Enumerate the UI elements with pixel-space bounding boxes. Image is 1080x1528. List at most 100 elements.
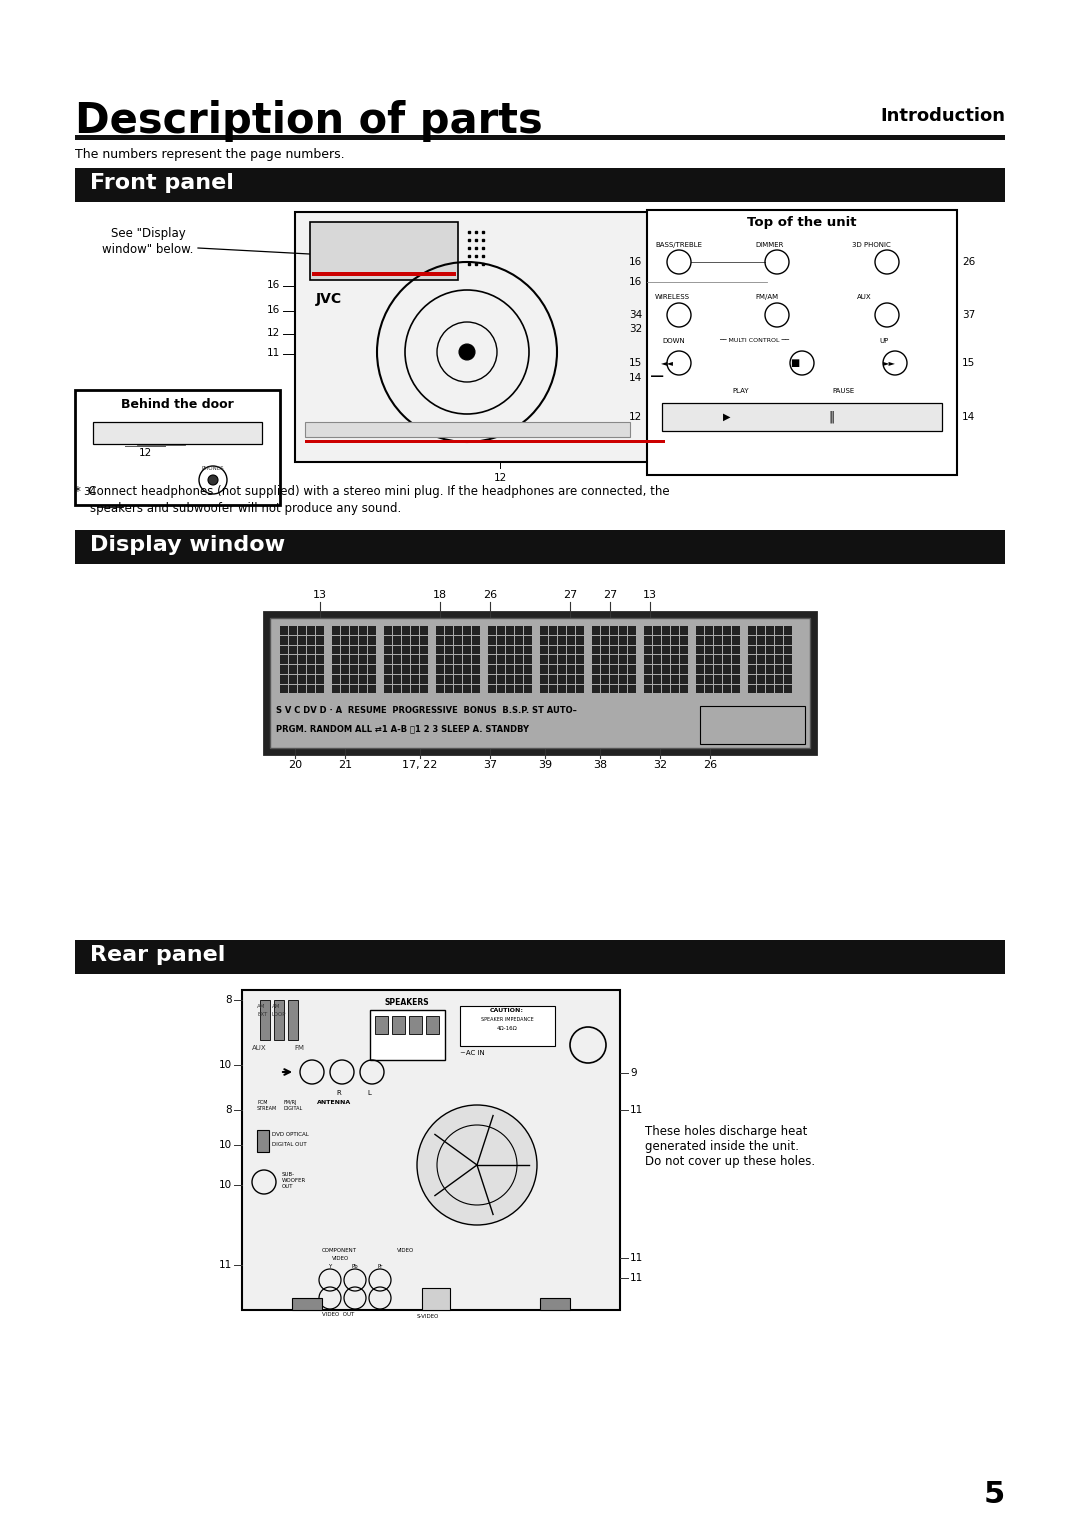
Bar [592,665,600,674]
Text: AM: AM [272,1004,281,1008]
Text: Behind the door: Behind the door [121,397,233,411]
Bar [393,645,401,654]
Bar [540,636,548,645]
Text: Pr: Pr [377,1264,382,1268]
Bar [723,636,731,645]
Bar [472,665,480,674]
Text: 21: 21 [338,759,352,770]
Bar [748,665,756,674]
Bar [567,636,575,645]
Text: WIRELESS: WIRELESS [654,293,690,299]
Bar [784,685,792,694]
Text: 11: 11 [267,348,280,358]
Text: window" below.: window" below. [103,243,193,257]
Bar [680,665,688,674]
Bar [341,685,349,694]
Text: Description of parts: Description of parts [75,99,543,142]
Bar [350,626,357,634]
Bar [497,645,505,654]
Bar [368,645,376,654]
Text: 26: 26 [962,257,975,267]
Bar [696,626,704,634]
Bar [784,636,792,645]
Bar [292,1297,322,1309]
Text: Pb: Pb [352,1264,359,1268]
Bar [310,222,458,280]
Text: FM: FM [294,1045,303,1051]
Bar [515,675,523,683]
Bar [242,990,620,1309]
Bar [298,645,306,654]
Bar [411,656,419,665]
Text: 14: 14 [962,413,975,422]
Bar [280,685,288,694]
Bar [549,665,557,674]
Bar [375,1016,388,1034]
Bar [260,999,270,1041]
Bar [350,675,357,683]
Bar [402,636,410,645]
Text: 12: 12 [138,448,151,458]
Bar [488,626,496,634]
Bar [332,626,340,634]
Bar [671,675,679,683]
Bar [488,636,496,645]
Bar [280,656,288,665]
Bar [600,675,609,683]
Text: speakers and subwoofer will not produce any sound.: speakers and subwoofer will not produce … [75,503,402,515]
Bar [662,656,670,665]
Bar [507,636,514,645]
Bar [411,645,419,654]
Bar [298,675,306,683]
Bar [610,685,618,694]
Bar [619,685,627,694]
Bar [662,645,670,654]
Bar [436,656,444,665]
Bar [592,656,600,665]
Bar [305,422,630,437]
Text: ►►: ►► [883,359,896,368]
Text: 10: 10 [219,1060,232,1070]
Bar [341,675,349,683]
Bar [472,685,480,694]
Text: 4Ω-16Ω: 4Ω-16Ω [497,1025,517,1031]
Bar [368,665,376,674]
Bar [700,706,805,744]
Bar [488,665,496,674]
Bar [775,645,783,654]
Bar [662,626,670,634]
Text: SPEAKER IMPEDANCE: SPEAKER IMPEDANCE [481,1018,534,1022]
Text: Front panel: Front panel [90,173,234,193]
Bar [316,636,324,645]
Bar [784,665,792,674]
Text: 3D PHONIC: 3D PHONIC [702,711,758,720]
Bar [592,645,600,654]
Text: DOWN: DOWN [662,338,685,344]
Bar [402,645,410,654]
Bar [732,675,740,683]
Text: 13: 13 [643,590,657,601]
Bar [393,636,401,645]
Bar [696,636,704,645]
Bar [748,656,756,665]
Text: AUX: AUX [858,293,872,299]
Bar [644,645,652,654]
Bar [705,645,713,654]
Bar [341,636,349,645]
Bar [384,685,392,694]
Bar [445,645,453,654]
Bar [619,636,627,645]
Circle shape [208,475,218,484]
Bar [515,626,523,634]
Bar [714,636,723,645]
Bar [671,685,679,694]
Bar [420,685,428,694]
Bar [524,665,532,674]
Bar [332,656,340,665]
Bar [298,626,306,634]
Bar [723,645,731,654]
Bar [653,645,661,654]
Text: The numbers represent the page numbers.: The numbers represent the page numbers. [75,148,345,160]
Bar [472,675,480,683]
Bar [359,645,367,654]
